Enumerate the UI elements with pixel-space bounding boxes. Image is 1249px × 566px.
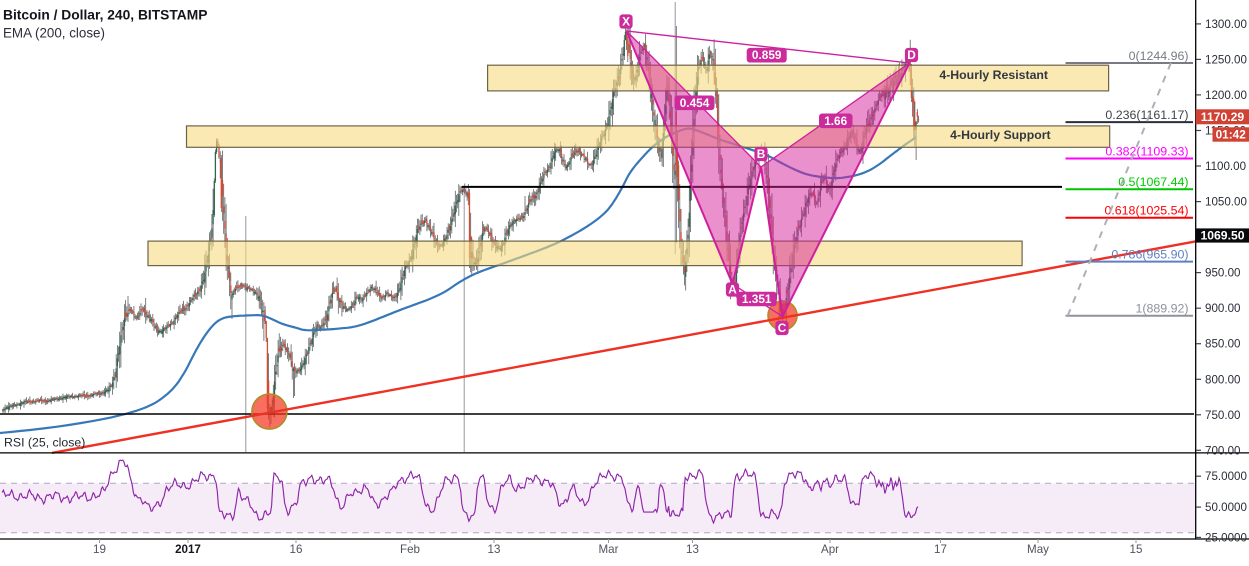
svg-text:19: 19 [93,543,106,556]
svg-text:1170.29: 1170.29 [1201,110,1245,124]
svg-text:2017: 2017 [175,543,201,556]
svg-text:B: B [757,147,766,161]
svg-text:25.0000: 25.0000 [1205,531,1247,544]
svg-text:4-Hourly Resistant: 4-Hourly Resistant [939,68,1048,82]
svg-text:1.66: 1.66 [824,114,847,128]
svg-text:0.5(1067.44): 0.5(1067.44) [1118,175,1188,189]
svg-text:Mar: Mar [599,543,619,556]
svg-text:700.00: 700.00 [1205,444,1240,457]
svg-text:1250.00: 1250.00 [1205,53,1247,66]
svg-text:4-Hourly Support: 4-Hourly Support [950,128,1050,142]
svg-text:1069.50: 1069.50 [1200,229,1244,243]
svg-text:0(1244.96): 0(1244.96) [1129,49,1189,63]
svg-text:A: A [728,283,737,297]
svg-text:01:42: 01:42 [1216,128,1247,142]
svg-text:0.382(1109.33): 0.382(1109.33) [1105,144,1188,158]
svg-text:750.00: 750.00 [1205,409,1240,422]
svg-text:0.454: 0.454 [680,96,710,110]
svg-text:Apr: Apr [821,543,839,556]
svg-text:950.00: 950.00 [1205,267,1240,280]
svg-text:16: 16 [290,543,303,556]
svg-text:0.786(965.90): 0.786(965.90) [1111,247,1188,261]
svg-text:850.00: 850.00 [1205,338,1240,351]
svg-text:X: X [622,15,630,29]
svg-text:50.0000: 50.0000 [1205,501,1247,514]
svg-text:1100.00: 1100.00 [1205,160,1246,173]
svg-text:0.618(1025.54): 0.618(1025.54) [1104,204,1188,218]
svg-text:C: C [778,321,787,335]
svg-text:May: May [1027,543,1049,556]
svg-text:Feb: Feb [400,543,420,556]
svg-text:1050.00: 1050.00 [1205,196,1247,209]
svg-text:15: 15 [1130,543,1143,556]
svg-text:RSI (25, close): RSI (25, close) [4,436,85,450]
svg-text:13: 13 [488,543,501,556]
svg-text:Bitcoin / Dollar, 240, BITSTAM: Bitcoin / Dollar, 240, BITSTAMP [3,8,207,23]
svg-text:13: 13 [686,543,699,556]
svg-text:D: D [907,48,916,62]
svg-text:75.0000: 75.0000 [1205,470,1247,483]
svg-text:17: 17 [934,543,947,556]
svg-text:1300.00: 1300.00 [1205,18,1247,31]
svg-text:900.00: 900.00 [1205,302,1240,315]
svg-text:1200.00: 1200.00 [1205,89,1247,102]
svg-text:EMA (200, close): EMA (200, close) [3,26,105,41]
svg-text:1(889.92): 1(889.92) [1135,302,1188,316]
svg-text:0.859: 0.859 [752,48,782,62]
svg-text:1.351: 1.351 [742,292,772,306]
svg-text:800.00: 800.00 [1205,373,1240,386]
